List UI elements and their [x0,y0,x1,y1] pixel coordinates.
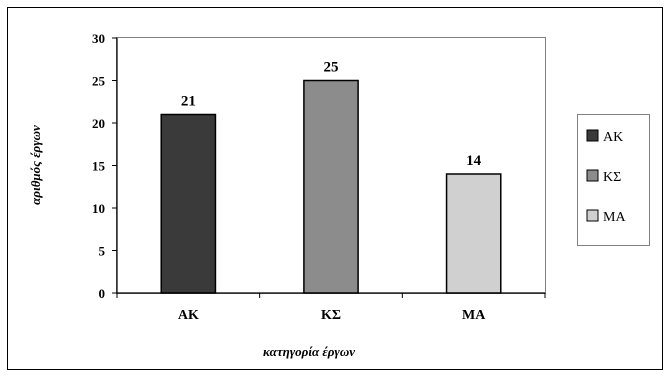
legend-swatch [586,129,599,142]
y-tick-label: 10 [92,201,105,216]
y-axis-title: αριθμός έργων [28,125,43,205]
legend-entry: ΑΚ [603,130,623,145]
bar [303,79,359,294]
y-tick-label: 5 [99,244,106,259]
bar [445,173,502,294]
y-tick-label: 30 [92,31,105,46]
bar [160,113,217,294]
x-tick-label: ΜΑ [462,308,486,323]
legend-entry: ΚΣ [603,170,621,185]
y-tick-label: 0 [99,286,106,301]
legend-swatch [586,209,599,222]
legend-swatch [586,169,599,182]
y-tick-label: 25 [92,74,106,89]
value-labels: 21 25 14 [181,60,482,170]
y-tick-label: 20 [92,116,105,131]
x-tick-label: ΑΚ [178,308,199,323]
y-axis: 0 5 10 15 20 25 30 [92,31,118,301]
data-label: 25 [324,60,339,76]
x-axis-title: κατηγορία έργων [263,344,355,359]
bars [160,79,502,294]
data-label: 21 [181,94,196,110]
legend-entry: ΜΑ [603,210,626,225]
y-tick-label: 15 [92,159,106,174]
x-tick-label: ΚΣ [321,308,341,323]
data-label: 14 [466,153,482,169]
legend: ΑΚ ΚΣ ΜΑ [577,114,650,246]
